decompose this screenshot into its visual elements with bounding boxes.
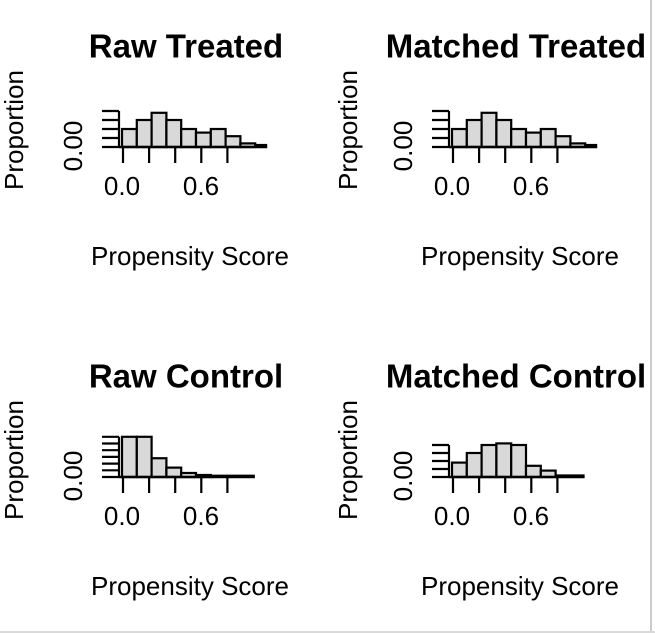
x-tick-label-0: 0.0 — [434, 501, 470, 531]
x-tick-label-0: 0.0 — [104, 501, 140, 531]
x-tick-label-06: 0.6 — [513, 501, 549, 531]
panel-title: Raw Treated — [89, 28, 283, 65]
histogram-panel-matched-treated: Matched Treated Proportion 0.00 0.0 0.6 … — [333, 28, 646, 272]
y-axis-label: Proportion — [0, 70, 29, 190]
y-tick-label: 0.00 — [58, 451, 88, 502]
x-tick-label-0: 0.0 — [104, 171, 140, 201]
histogram-bars — [432, 442, 585, 493]
x-axis-label: Propensity Score — [421, 571, 619, 601]
y-axis-label: Proportion — [333, 400, 363, 520]
histogram-panel-raw-treated: Raw Treated Proportion 0.00 0.0 0.6 Prop… — [0, 28, 289, 272]
y-axis-label: Proportion — [0, 400, 29, 520]
window-bottom-border — [0, 631, 655, 633]
y-tick-label: 0.00 — [388, 451, 418, 502]
y-axis-label: Proportion — [333, 70, 363, 190]
panel-title: Raw Control — [89, 358, 283, 395]
window-right-border — [650, 0, 652, 633]
histogram-bars — [102, 435, 255, 493]
x-tick-label-0: 0.0 — [434, 171, 470, 201]
panel-title: Matched Control — [386, 358, 646, 395]
histogram-bars — [102, 109, 268, 163]
x-tick-label-06: 0.6 — [513, 171, 549, 201]
histogram-bars — [432, 109, 598, 163]
histogram-panel-raw-control: Raw Control Proportion 0.00 0.0 0.6 Prop… — [0, 358, 289, 602]
x-tick-label-06: 0.6 — [183, 501, 219, 531]
y-tick-label: 0.00 — [388, 121, 418, 172]
x-axis-label: Propensity Score — [421, 241, 619, 271]
histogram-panel-matched-control: Matched Control Proportion 0.00 0.0 0.6 … — [333, 358, 646, 602]
x-axis-label: Propensity Score — [91, 241, 289, 271]
y-tick-label: 0.00 — [58, 121, 88, 172]
x-tick-label-06: 0.6 — [183, 171, 219, 201]
panel-title: Matched Treated — [386, 28, 646, 65]
x-axis-label: Propensity Score — [91, 571, 289, 601]
